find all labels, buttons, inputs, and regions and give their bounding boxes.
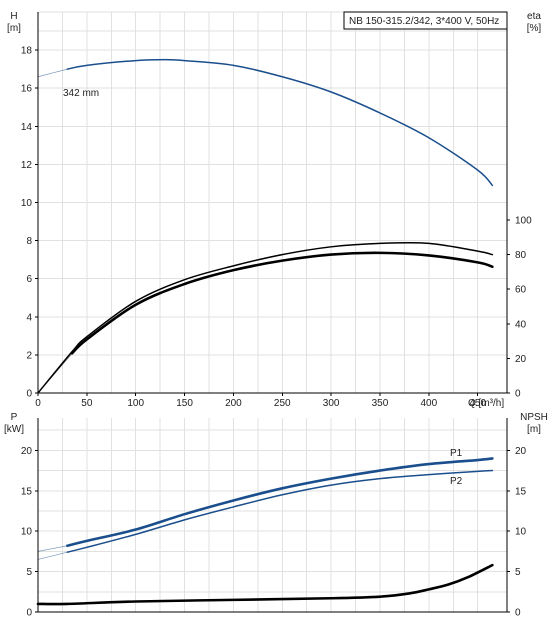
y-left-axis-unit: [kW] [4, 424, 24, 435]
p1-series-0-extension-line [37, 68, 68, 78]
y-right-tick-label: 20 [515, 446, 527, 457]
y-left-tick-label: 6 [26, 274, 32, 285]
y-right-tick-label: 0 [515, 389, 521, 400]
y-left-tick-label: 20 [21, 446, 33, 457]
y-right-tick-label: 20 [515, 354, 527, 365]
p2-series-0-line [66, 457, 494, 548]
y-left-axis-title: P [11, 412, 18, 423]
y-left-tick-label: 4 [26, 312, 32, 323]
x-tick-label: 250 [274, 398, 291, 409]
y-left-tick-label: 15 [21, 486, 33, 497]
y-right-tick-label: 10 [515, 527, 527, 538]
grid-lines [37, 11, 507, 613]
y-right-tick-label: 0 [515, 608, 521, 619]
y-left-tick-label: 5 [26, 567, 32, 578]
p1-series-1-line [70, 251, 494, 355]
curve-label-342mm: 342 mm [63, 88, 99, 99]
x-tick-label: 150 [176, 398, 193, 409]
y-left-tick-label: 10 [21, 198, 33, 209]
y-left-axis-title: H [10, 11, 17, 22]
y-right-tick-label: 100 [515, 216, 532, 227]
curve-label-p1: P1 [450, 448, 463, 459]
y-left-tick-label: 8 [26, 236, 32, 247]
x-tick-label: 100 [127, 398, 144, 409]
y-right-axis-title: eta [527, 11, 541, 22]
y-right-tick-label: 40 [515, 319, 527, 330]
x-tick-label: 200 [225, 398, 242, 409]
p2-series-1-line [66, 469, 494, 553]
p1-series-0-line [66, 58, 494, 187]
x-tick-label: 400 [420, 398, 437, 409]
y-left-tick-label: 2 [26, 350, 32, 361]
y-right-tick-label: 80 [515, 250, 527, 261]
p1-series-2-line [37, 241, 494, 394]
x-tick-label: 350 [372, 398, 389, 409]
y-right-axis-unit: [%] [527, 23, 542, 34]
y-right-tick-label: 15 [515, 486, 527, 497]
y-left-axis-unit: [m] [7, 23, 21, 34]
y-right-tick-label: 5 [515, 567, 521, 578]
y-left-tick-label: 14 [21, 122, 33, 133]
x-tick-label: 50 [81, 398, 93, 409]
x-tick-label: 300 [323, 398, 340, 409]
y-left-tick-label: 16 [21, 84, 33, 95]
chart-title: NB 150-315.2/342, 3*400 V, 50Hz [349, 16, 499, 27]
y-left-tick-label: 18 [21, 46, 33, 57]
curve-label-p2: P2 [450, 476, 463, 487]
axes [35, 12, 510, 613]
y-left-tick-label: 0 [26, 608, 32, 619]
x-tick-label: 0 [35, 398, 41, 409]
p2-series-0-extension-line [37, 545, 68, 552]
title-box [343, 11, 508, 30]
y-right-axis-title: NPSH [520, 412, 548, 423]
x-tick-label: 450 [469, 398, 486, 409]
curve-layer [36, 58, 494, 606]
p2-series-2-line [36, 563, 494, 606]
p2-series-1-extension-line [37, 551, 68, 560]
y-left-tick-label: 0 [26, 389, 32, 400]
y-right-axis-unit: [m] [527, 424, 541, 435]
y-left-tick-label: 10 [21, 527, 33, 538]
y-right-tick-label: 60 [515, 285, 527, 296]
y-left-tick-label: 12 [21, 160, 33, 171]
x-axis-label: Q [m³/h] [468, 398, 504, 409]
